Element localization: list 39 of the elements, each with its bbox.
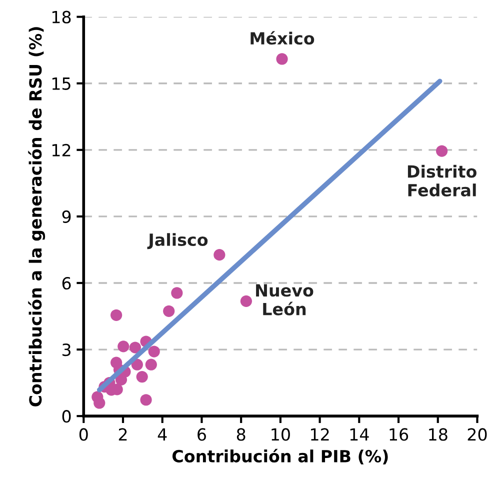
point <box>214 249 226 261</box>
point <box>276 53 288 65</box>
x-tick-label: 18 <box>429 428 448 441</box>
y-tick-label: 18 <box>52 10 71 24</box>
point <box>240 295 252 307</box>
annotation: México <box>250 31 314 45</box>
point <box>110 309 122 321</box>
point <box>129 342 142 354</box>
y-tick-label: 9 <box>62 210 71 224</box>
x-tick-label: 16 <box>390 428 408 441</box>
point <box>94 397 106 409</box>
x-tick-label: 10 <box>272 428 290 441</box>
x-tick-label: 2 <box>118 428 127 441</box>
point <box>171 287 183 299</box>
y-tick-label: 15 <box>52 78 70 90</box>
x-tick-label: 6 <box>198 428 206 441</box>
x-tick-label: 8 <box>236 428 246 441</box>
point <box>436 145 448 157</box>
annotation: Distrito Federal <box>408 164 476 196</box>
annotation: Jalisco <box>147 233 208 250</box>
y-tick-label: 12 <box>52 144 70 156</box>
point <box>148 346 160 358</box>
y-axis-title: Contribución a la generación de RSU (%) <box>28 27 46 406</box>
x-tick-label: 20 <box>468 428 487 441</box>
x-tick-label: 12 <box>311 428 329 441</box>
x-axis-title: Contribución al PIB (%) <box>172 448 388 464</box>
annotation: Nuevo León <box>256 284 314 316</box>
point <box>118 340 130 352</box>
point <box>145 358 157 370</box>
point <box>131 358 143 370</box>
x-tick-label: 0 <box>79 428 88 441</box>
x-tick-label: 14 <box>350 428 369 441</box>
y-tick-label: 6 <box>62 276 71 290</box>
y-tick-label: 0 <box>62 410 71 423</box>
point <box>136 370 148 383</box>
point <box>140 394 152 406</box>
y-tick-label: 3 <box>62 343 70 356</box>
point <box>163 305 175 317</box>
x-tick-label: 4 <box>158 428 167 441</box>
